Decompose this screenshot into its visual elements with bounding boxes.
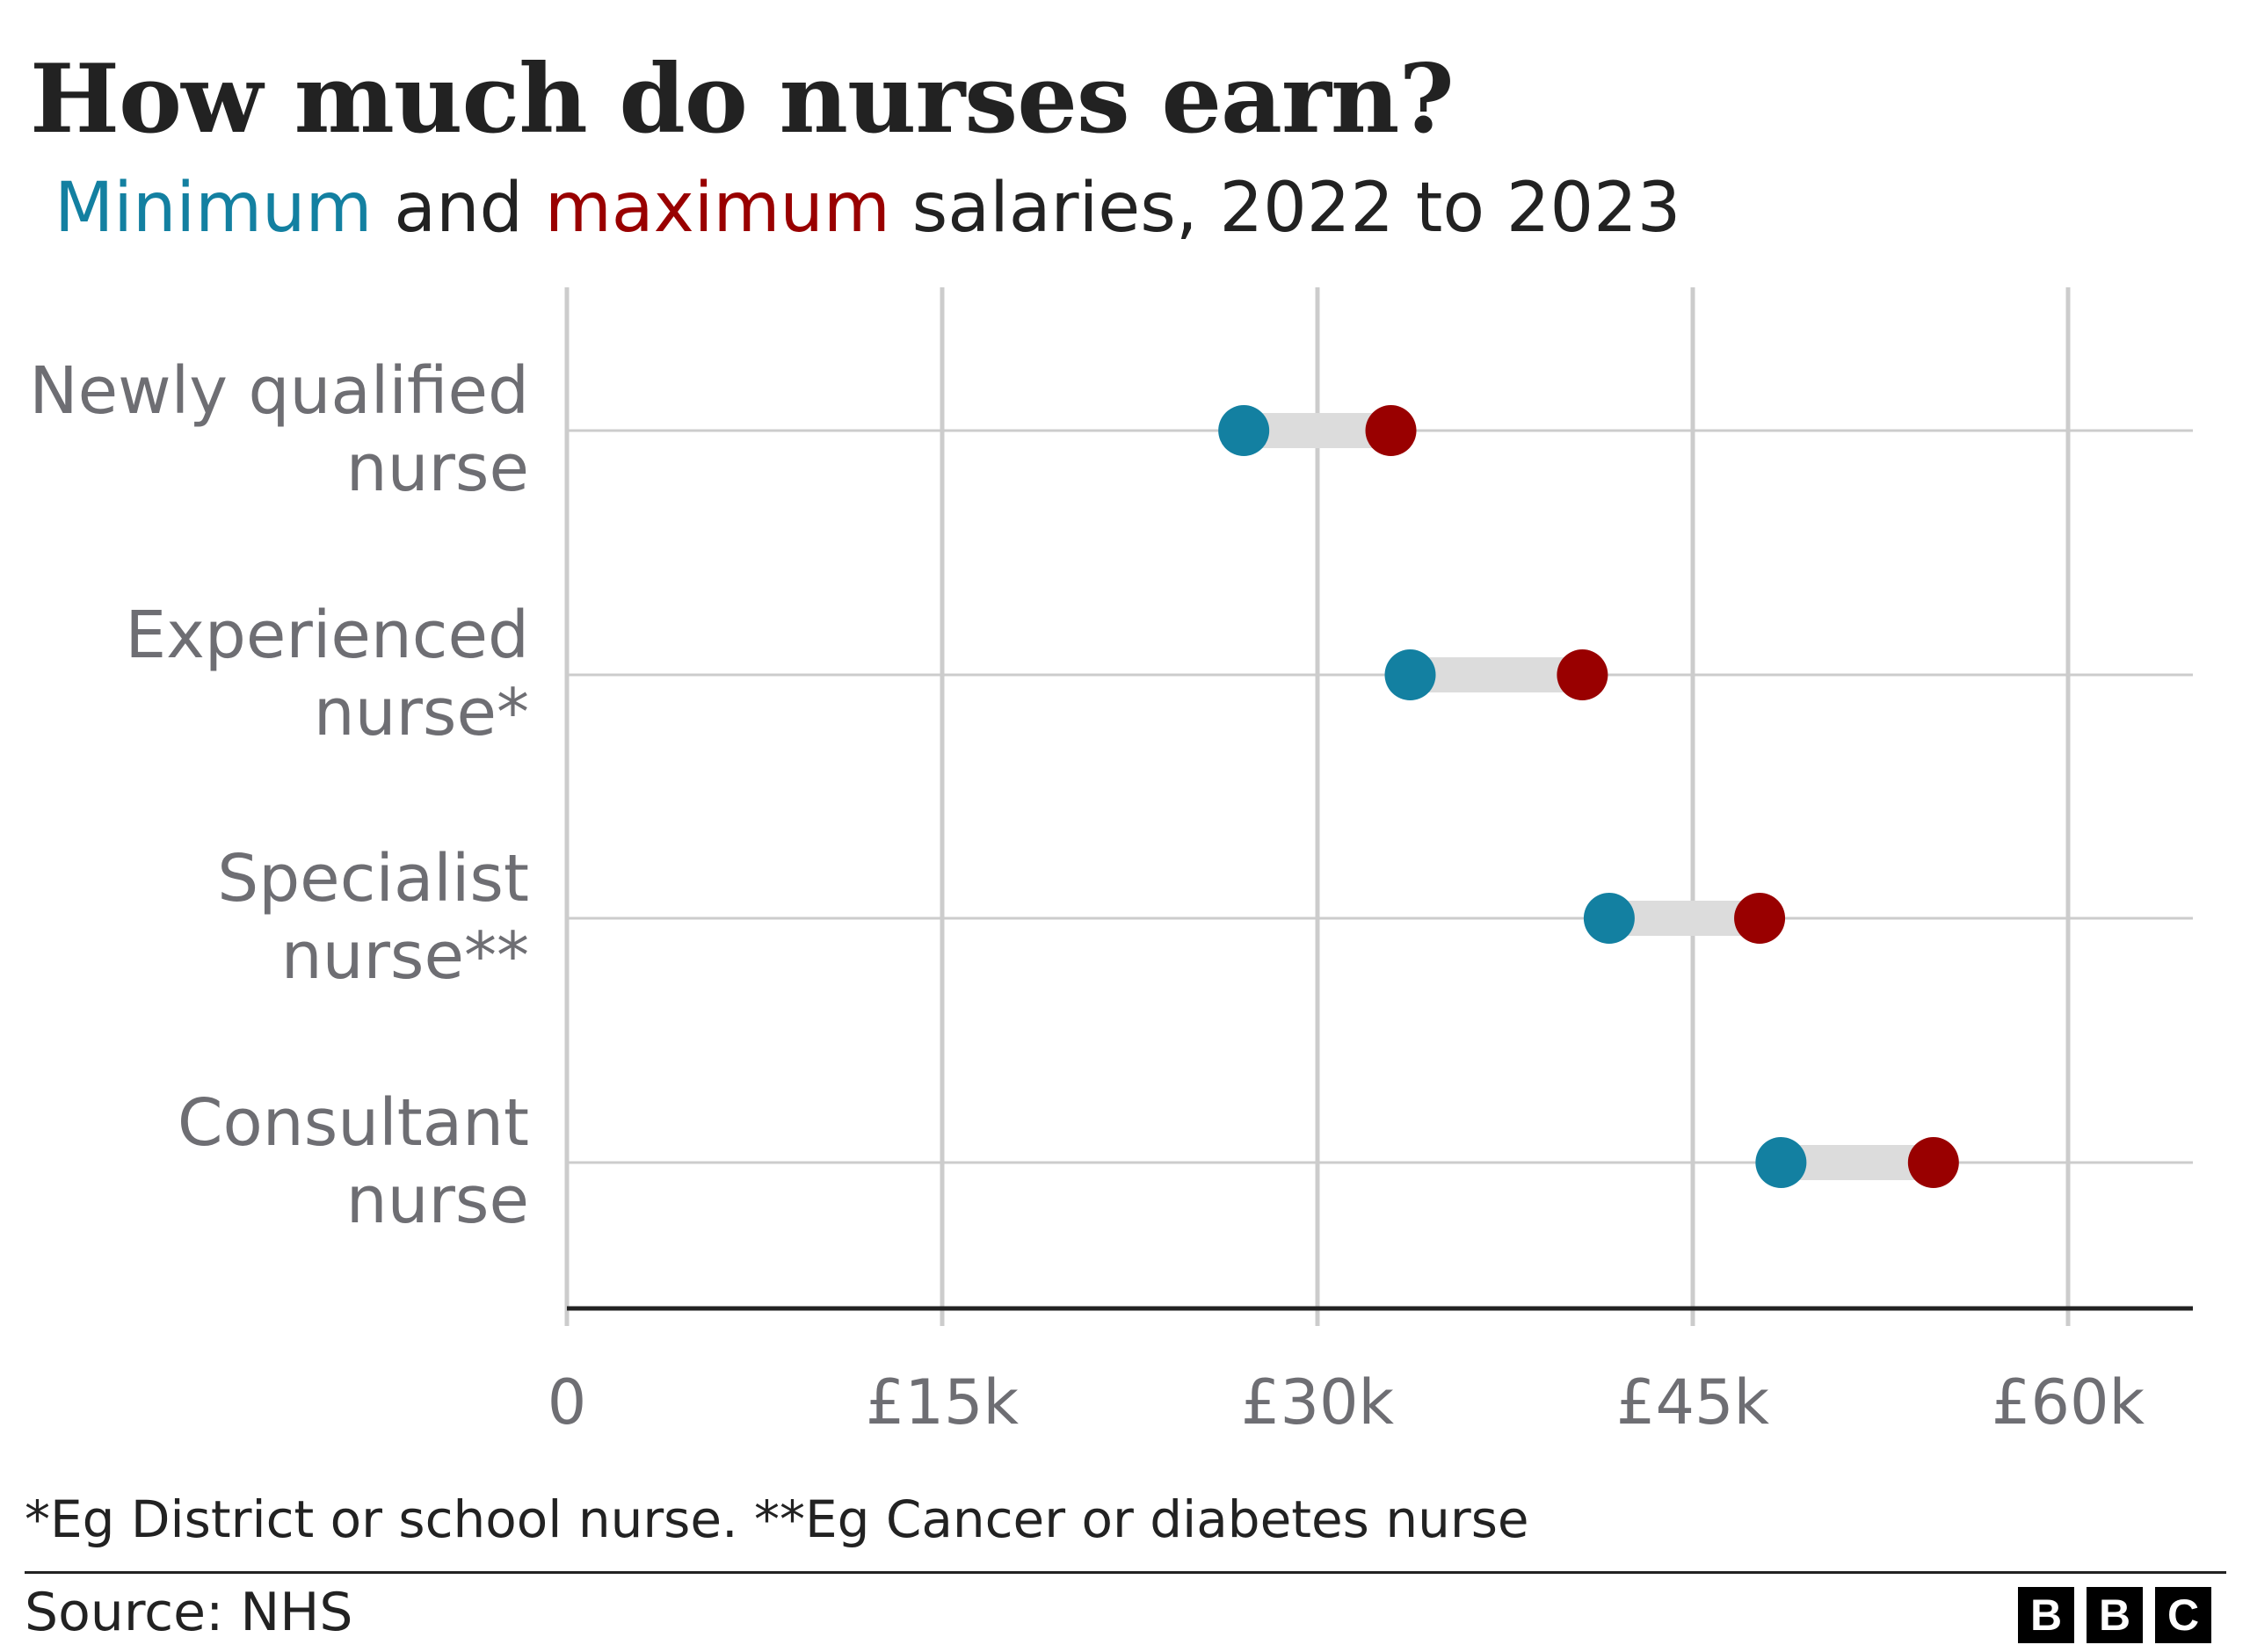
category-label: Experienced bbox=[125, 598, 529, 673]
category-label: Newly qualified bbox=[29, 353, 529, 429]
category-label: nurse** bbox=[281, 918, 529, 994]
category-label: nurse* bbox=[314, 675, 529, 750]
subtitle-and: and bbox=[372, 169, 545, 248]
subtitle-maximum: maximum bbox=[544, 169, 890, 248]
category-label: nurse bbox=[346, 431, 529, 506]
subtitle-rest: salaries, 2022 to 2023 bbox=[889, 169, 1681, 248]
source: Source: NHS bbox=[25, 1582, 353, 1643]
x-tick-label: £30k bbox=[1241, 1366, 1395, 1438]
maximum-dot bbox=[1734, 893, 1786, 944]
logo-letter: C bbox=[2155, 1587, 2211, 1643]
bbc-logo: B B C bbox=[2018, 1587, 2211, 1643]
divider bbox=[25, 1571, 2226, 1574]
logo-letter: B bbox=[2018, 1587, 2074, 1643]
x-tick-label: £45k bbox=[1616, 1366, 1770, 1438]
x-tick-label: 0 bbox=[548, 1366, 587, 1438]
x-tick-label: £15k bbox=[866, 1366, 1020, 1438]
subtitle-minimum: Minimum bbox=[54, 169, 373, 248]
maximum-dot bbox=[1557, 649, 1608, 700]
chart-title: How much do nurses earn? bbox=[30, 44, 1455, 155]
x-tick-label: £60k bbox=[1992, 1366, 2145, 1438]
logo-letter: B bbox=[2087, 1587, 2143, 1643]
category-label: Specialist bbox=[217, 841, 529, 917]
minimum-dot bbox=[1218, 405, 1270, 456]
minimum-dot bbox=[1384, 649, 1436, 700]
maximum-dot bbox=[1907, 1137, 1959, 1188]
chart-subtitle: Minimum and maximum salaries, 2022 to 20… bbox=[54, 169, 1680, 248]
minimum-dot bbox=[1755, 1137, 1807, 1188]
category-label: Consultant bbox=[178, 1085, 529, 1161]
footnote: *Eg District or school nurse. **Eg Cance… bbox=[25, 1489, 1529, 1549]
maximum-dot bbox=[1365, 405, 1417, 456]
minimum-dot bbox=[1583, 893, 1635, 944]
category-label: nurse bbox=[346, 1163, 529, 1238]
